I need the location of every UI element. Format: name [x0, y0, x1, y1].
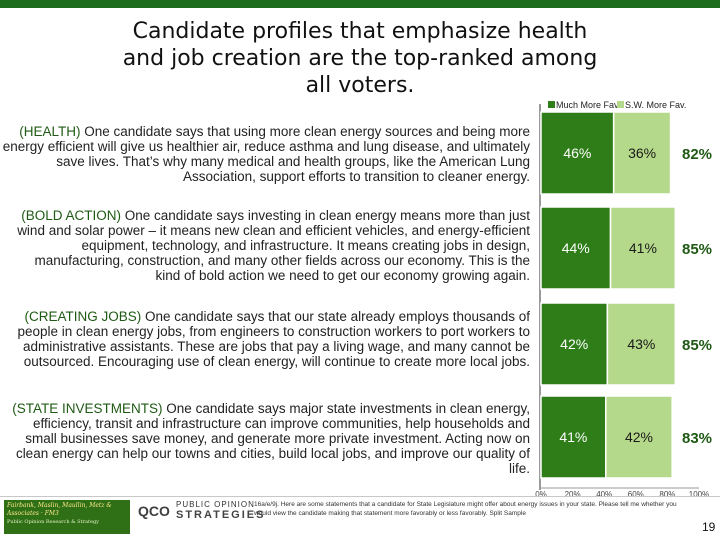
x-tick-label: 100% — [689, 490, 709, 499]
statement-tag: (CREATING JOBS) — [24, 309, 142, 324]
slide-title: Candidate profiles that emphasize health… — [122, 19, 598, 98]
bar-segment — [540, 302, 609, 386]
page-number: 19 — [702, 520, 716, 534]
y-axis-line — [539, 104, 541, 490]
statement-tag: (BOLD ACTION) — [21, 208, 122, 223]
statement-creating-jobs: (CREATING JOBS) One candidate says that … — [8, 309, 530, 369]
total-label: 85% — [682, 337, 712, 354]
bar-segment — [540, 111, 615, 195]
top-accent-bar — [0, 0, 720, 8]
statement-bold-action: (BOLD ACTION) One candidate says investi… — [10, 208, 530, 283]
legend-swatch — [617, 101, 624, 108]
legend-label: Much More Fav. — [556, 100, 620, 110]
x-tick-label: 80% — [659, 490, 675, 499]
total-label: 85% — [682, 241, 712, 258]
legend-swatch — [548, 101, 555, 108]
x-tick-label: 40% — [596, 490, 612, 499]
bar-segment — [609, 206, 677, 290]
bar-segment — [612, 111, 672, 195]
data-label: 36% — [628, 145, 656, 161]
x-tick-label: 0% — [535, 490, 547, 499]
footer: Fairbank, Maslin, Maullin, Metz & Associ… — [0, 496, 720, 541]
statement-tag: (STATE INVESTMENTS) — [12, 401, 163, 416]
data-label: 43% — [627, 336, 655, 352]
data-label: 41% — [559, 429, 587, 445]
statement-state-investments: (STATE INVESTMENTS) One candidate says m… — [10, 401, 530, 476]
fm3-logo: Fairbank, Maslin, Maullin, Metz & Associ… — [4, 500, 130, 534]
statement-text: One candidate says investing in clean en… — [17, 208, 530, 283]
bar-segment — [540, 206, 612, 290]
total-label: 83% — [682, 430, 712, 447]
legend-label: S.W. More Fav. — [625, 100, 686, 110]
data-label: 46% — [563, 145, 591, 161]
data-label: 42% — [560, 336, 588, 352]
total-label: 82% — [682, 146, 712, 163]
data-label: 41% — [629, 240, 657, 256]
statement-tag: (HEALTH) — [19, 124, 81, 139]
x-tick-label: 20% — [565, 490, 581, 499]
statement-health: (HEALTH) One candidate says that using m… — [2, 124, 530, 184]
qco-logo: QCO — [138, 503, 170, 519]
question-footnote: 16a/e/9j. Here are some statements that … — [254, 501, 677, 517]
x-tick-label: 60% — [628, 490, 644, 499]
bar-segment — [605, 395, 673, 479]
data-label: 42% — [625, 429, 653, 445]
pos-logo: PUBLIC OPINION STRATEGIES — [176, 500, 266, 521]
statement-text: One candidate says major state investmen… — [15, 401, 530, 476]
statement-text: One candidate says that using more clean… — [2, 124, 530, 184]
bar-segment — [540, 395, 607, 479]
bar-segment — [606, 302, 677, 386]
statement-text: One candidate says that our state alread… — [17, 309, 530, 369]
data-label: 44% — [562, 240, 590, 256]
